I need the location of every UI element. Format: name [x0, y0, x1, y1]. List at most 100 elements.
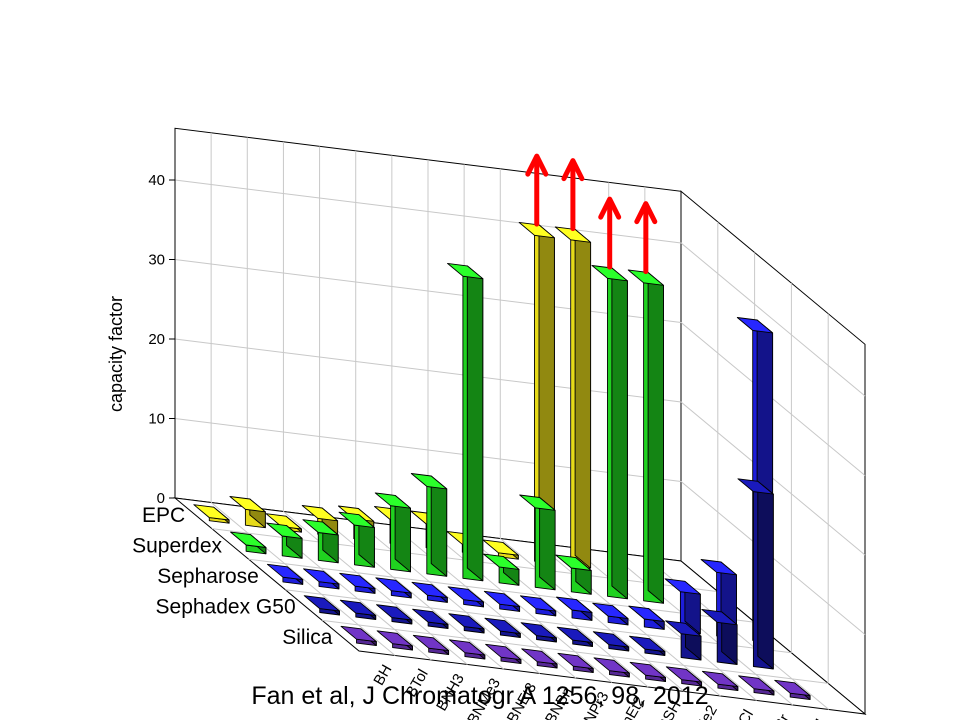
bar	[519, 595, 557, 617]
floor-gridline	[319, 515, 504, 670]
bar	[230, 531, 267, 555]
bar	[591, 265, 628, 600]
z-tick-labels: 0 10 20 30 40	[148, 172, 175, 507]
z-gridline	[174, 179, 866, 397]
bar	[518, 221, 555, 565]
off-scale-arrow	[598, 196, 622, 270]
bar	[483, 553, 520, 586]
z-gridline	[174, 259, 866, 476]
bar	[229, 496, 266, 529]
bar	[376, 630, 413, 651]
bar-top	[484, 617, 521, 634]
bar	[303, 595, 340, 616]
off-scale-arrow	[525, 153, 549, 227]
bar	[592, 631, 630, 652]
row-label: Superdex	[132, 534, 222, 557]
bar	[665, 620, 702, 661]
bar	[556, 626, 593, 647]
bar	[554, 226, 592, 569]
bar-top	[412, 634, 450, 652]
citation-caption: Fan et al, J Chromatogr A 1256, 98, 2012	[251, 682, 709, 710]
bar-top	[303, 568, 340, 585]
column-label: BI	[807, 716, 829, 720]
bar	[485, 643, 522, 665]
bar-top	[628, 605, 665, 622]
bar	[629, 661, 666, 683]
column-label: BBr	[766, 711, 793, 720]
bar	[629, 635, 666, 656]
row-label: Silica	[282, 626, 333, 649]
bar-top	[301, 505, 339, 522]
off-scale-arrows	[525, 153, 658, 275]
row-label: Sephadex G50	[156, 596, 296, 619]
bar	[627, 269, 664, 604]
z-axis-label: capacity factor	[106, 296, 126, 412]
bar-side	[430, 475, 448, 577]
row-label: EPC	[142, 504, 185, 527]
bar	[338, 511, 375, 568]
bar	[701, 608, 738, 665]
bar-top	[266, 522, 303, 539]
bar	[521, 648, 558, 669]
bar-side	[647, 272, 664, 604]
bar-top	[338, 511, 375, 529]
bar	[376, 604, 413, 625]
bar-top	[340, 625, 377, 643]
bar-top	[482, 539, 519, 556]
bar	[339, 572, 376, 594]
bar	[484, 617, 521, 638]
bar-top	[700, 559, 737, 576]
bar	[339, 599, 377, 620]
bar-top	[664, 578, 701, 595]
bar-top	[448, 613, 485, 630]
bar-top	[555, 554, 592, 571]
bar	[411, 581, 448, 603]
bar-top	[374, 492, 411, 509]
bar-top	[230, 531, 267, 548]
bar-top	[701, 608, 738, 626]
bar-top	[665, 666, 703, 683]
bar	[665, 666, 703, 687]
bar-side	[574, 228, 592, 569]
floor-gridline	[391, 524, 577, 679]
bar-top	[592, 631, 630, 648]
floor-gridline	[322, 619, 829, 684]
floor-gridline	[210, 502, 396, 656]
bar	[412, 634, 450, 656]
bar	[628, 605, 665, 630]
bar	[482, 539, 519, 560]
bar	[448, 639, 486, 660]
bar	[193, 504, 230, 524]
bar-side	[466, 265, 484, 582]
bar	[447, 262, 484, 582]
z-tick-label: 10	[148, 411, 165, 428]
z-tick-label: 30	[148, 252, 165, 269]
bar-side	[611, 267, 628, 600]
bar	[412, 608, 449, 629]
bar-top	[519, 595, 557, 612]
bar	[774, 679, 811, 701]
bar	[303, 568, 340, 590]
bar-top	[557, 652, 594, 670]
off-scale-arrow	[634, 201, 658, 275]
bar-top	[410, 473, 448, 490]
bar-top	[483, 553, 520, 570]
bar-top	[265, 513, 302, 530]
z-tick-label: 20	[148, 331, 165, 348]
bar-top	[376, 604, 413, 621]
bar-top	[447, 586, 484, 603]
z-gridline	[174, 338, 866, 556]
bar-side	[757, 480, 774, 670]
bar-top	[193, 504, 230, 521]
bar-top	[774, 679, 811, 697]
bar	[447, 586, 484, 608]
bar-top	[412, 608, 449, 625]
z-gridline	[174, 418, 866, 635]
bar-top	[629, 635, 666, 652]
bar	[737, 478, 774, 670]
bar-top	[592, 602, 629, 620]
bar	[593, 657, 630, 678]
floor-gridline	[248, 558, 755, 623]
bar-top	[737, 478, 774, 495]
bar	[266, 563, 304, 585]
